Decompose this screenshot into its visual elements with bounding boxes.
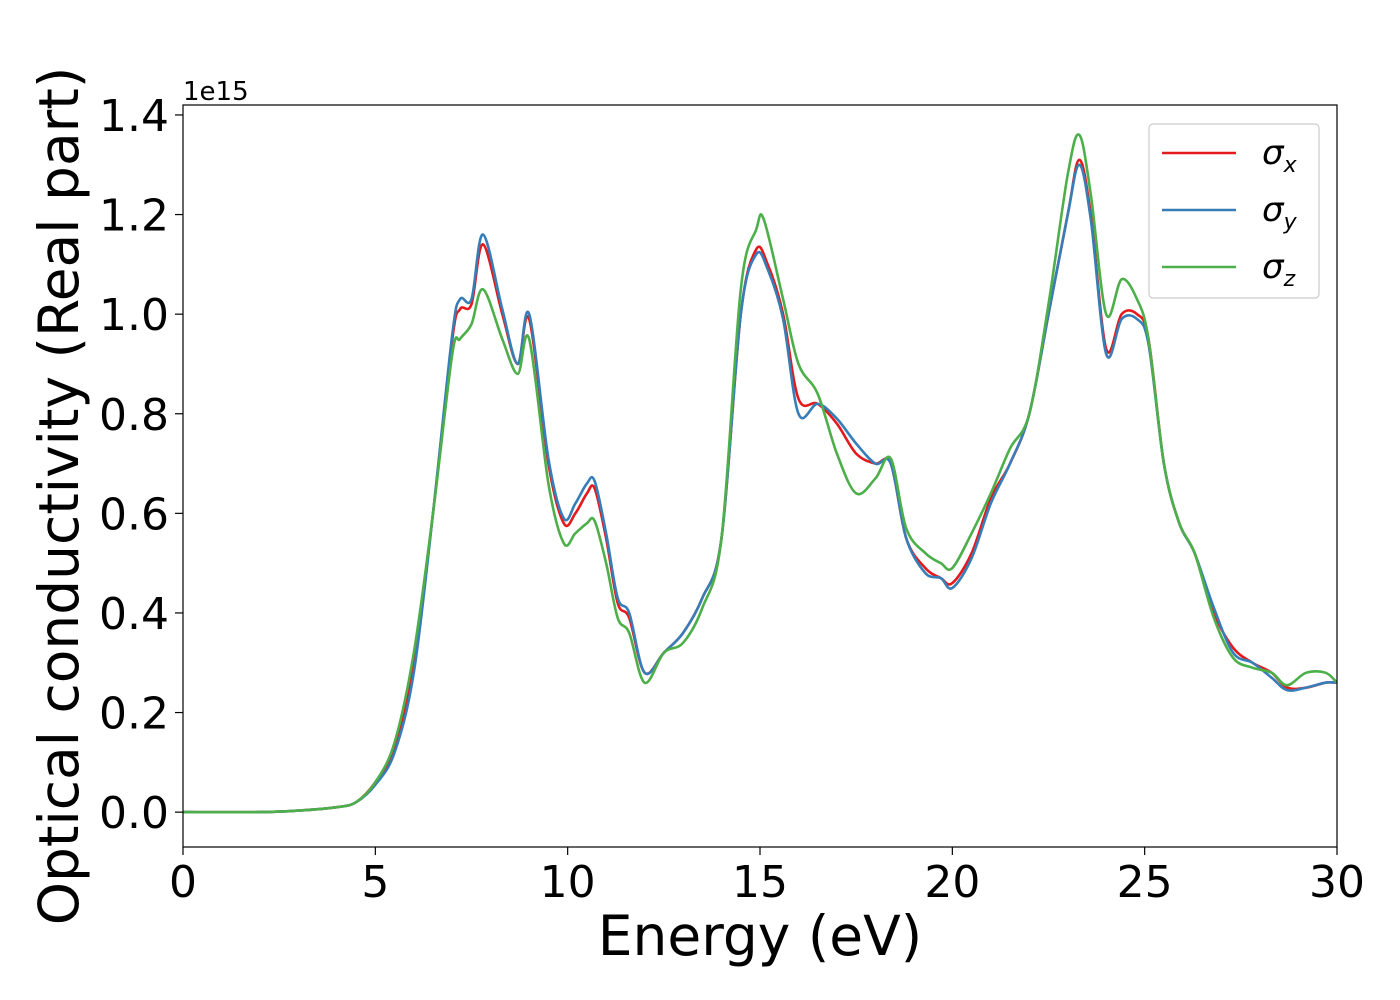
series-line-y <box>183 163 1337 814</box>
legend-symbol: σ <box>1262 247 1285 287</box>
x-tick-label: 15 <box>732 857 788 908</box>
x-tick-label: 25 <box>1117 857 1173 908</box>
plot-series-group <box>183 133 1337 814</box>
legend-subscript: y <box>1283 210 1298 235</box>
legend-label-x: σx <box>1262 133 1298 178</box>
legend-subscript: z <box>1283 267 1296 292</box>
y-tick-label: 0.4 <box>99 589 169 640</box>
legend-subscript: x <box>1283 153 1298 178</box>
x-axis-ticks: 0 5 10 15 20 25 30 <box>169 847 1365 908</box>
x-tick-label: 5 <box>361 857 389 908</box>
x-tick-label: 10 <box>540 857 596 908</box>
x-axis-label: Energy (eV) <box>598 904 922 968</box>
legend-symbol: σ <box>1262 190 1285 230</box>
x-tick-label: 0 <box>169 857 197 908</box>
legend-symbol: σ <box>1262 133 1285 173</box>
x-tick-label: 20 <box>924 857 980 908</box>
y-axis-ticks: 0.0 0.2 0.4 0.6 0.8 1.0 1.2 1.4 <box>99 91 183 839</box>
y-axis-label: Optical conductivity (Real part) <box>27 67 91 926</box>
y-tick-label: 1.2 <box>99 191 169 242</box>
y-tick-label: 0.0 <box>99 788 169 839</box>
y-tick-label: 0.2 <box>99 689 169 740</box>
y-tick-label: 0.8 <box>99 390 169 441</box>
series-line-z <box>183 133 1337 814</box>
legend-label-y: σy <box>1262 190 1298 235</box>
x-tick-label: 30 <box>1309 857 1365 908</box>
legend-label-z: σz <box>1262 247 1296 292</box>
y-tick-label: 1.4 <box>99 91 169 142</box>
y-tick-label: 0.6 <box>99 489 169 540</box>
y-axis-offset-text: 1e15 <box>183 77 249 107</box>
y-tick-label: 1.0 <box>99 290 169 341</box>
